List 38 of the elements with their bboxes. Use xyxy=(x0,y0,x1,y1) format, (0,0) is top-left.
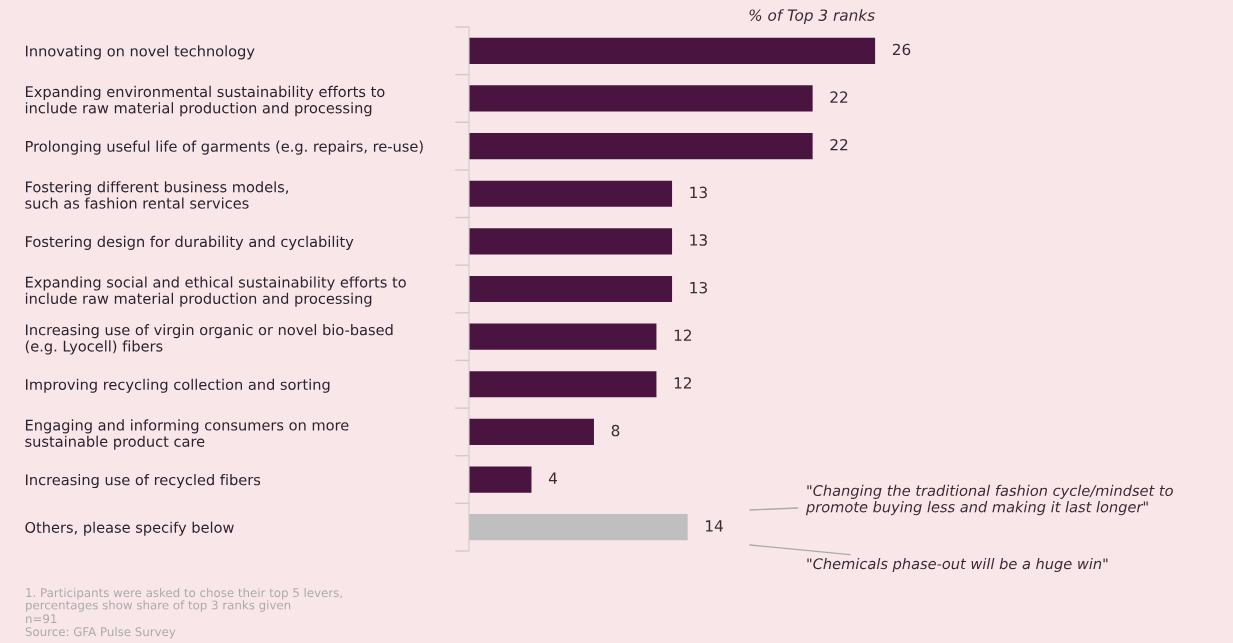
text: n=91 xyxy=(26,614,57,624)
text: "Chemicals phase-out will be a huge win" xyxy=(807,557,1108,573)
bar xyxy=(469,466,532,493)
bar xyxy=(469,514,688,541)
y-tick-label: Engaging and informing consumers on more sustainable product care xyxy=(25,419,349,450)
data-label: 13 xyxy=(690,281,707,294)
y-tick-label: Increasing use of virgin organic or novel bio-based (e.g. Lyocell) fibers xyxy=(25,324,393,355)
y-tick-label: Others, please specify below xyxy=(25,521,234,536)
bar xyxy=(469,132,813,160)
bar xyxy=(469,85,813,112)
y-tick-label: Innovating on novel technology xyxy=(25,45,255,60)
data-label: 8 xyxy=(611,424,620,437)
y-tick-label: Prolonging useful life of garments (e.g. repairs, re-use) xyxy=(25,140,423,155)
data-label: 12 xyxy=(674,329,692,341)
y-tick-label: Expanding environmental sustainability efforts to include raw material production and processing xyxy=(25,85,385,117)
data-label: 22 xyxy=(830,138,848,151)
y-tick-label: Increasing use of recycled fibers xyxy=(25,474,261,489)
data-label: 14 xyxy=(706,520,723,532)
bar xyxy=(469,37,876,64)
bar xyxy=(469,418,594,446)
bar xyxy=(469,228,673,255)
data-label: 26 xyxy=(892,43,911,56)
data-label: 13 xyxy=(690,234,707,246)
data-label: 4 xyxy=(548,472,558,484)
bar xyxy=(469,180,673,207)
data-label: 12 xyxy=(674,377,692,389)
annotation: "Changing the traditional fashion cycle/mindset to promote buying less and making it last longer" xyxy=(805,484,1173,516)
bar xyxy=(469,275,673,303)
bar xyxy=(469,323,657,350)
x-axis-title: % of Top 3 ranks xyxy=(749,9,875,24)
y-tick-label: Expanding social and ethical sustainability efforts to include raw material production and processing xyxy=(25,276,406,307)
source-note: Source: GFA Pulse Survey xyxy=(25,627,176,639)
y-tick-label: Fostering different business models, such as fashion rental services xyxy=(25,181,289,209)
y-tick-label: Improving recycling collection and sorting xyxy=(25,378,330,393)
data-label: 22 xyxy=(830,91,848,103)
data-label: 13 xyxy=(690,186,707,199)
bar xyxy=(469,371,657,398)
y-tick-label: Fostering design for durability and cyclability xyxy=(25,235,354,250)
